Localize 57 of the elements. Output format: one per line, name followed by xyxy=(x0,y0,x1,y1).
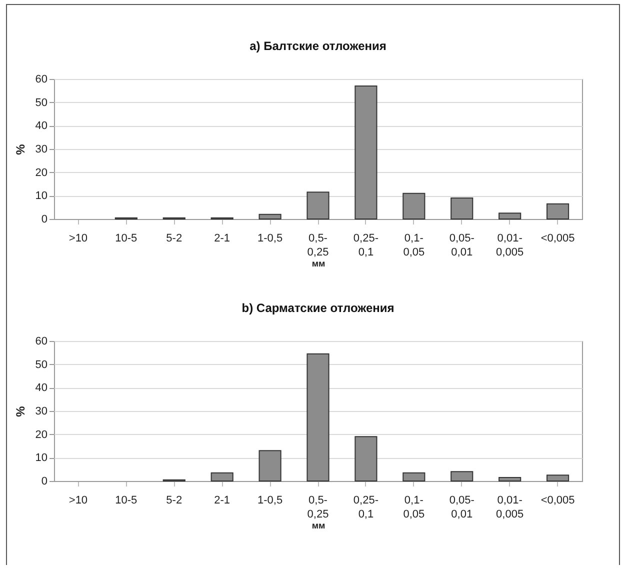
x-tick-label: 5-2 xyxy=(166,494,182,506)
x-tick-label: 0,01- 0,005 xyxy=(496,232,524,258)
x-tick-label: 1-0,5 xyxy=(258,232,283,244)
bar xyxy=(546,474,570,482)
bar xyxy=(258,450,282,482)
x-axis-title: мм xyxy=(312,258,326,268)
y-tick-label: 40 xyxy=(35,120,48,132)
x-tick-label: 0,5- 0,25 xyxy=(307,232,329,258)
y-tick-label: 20 xyxy=(35,428,48,441)
x-tick-label: 0,05- 0,01 xyxy=(449,494,475,520)
bar xyxy=(402,192,426,220)
x-tick-label: 10-5 xyxy=(115,494,138,506)
x-tick-label: 0,1- 0,05 xyxy=(403,232,425,258)
y-axis-title: % xyxy=(13,144,28,155)
y-tick-label: 0 xyxy=(41,476,48,488)
x-tick-label: 0,1- 0,05 xyxy=(403,494,425,520)
x-tick-label: 10-5 xyxy=(115,232,138,244)
bar xyxy=(306,192,330,220)
x-tick-label: 5-2 xyxy=(166,232,182,244)
bar xyxy=(498,477,522,482)
bar xyxy=(450,471,474,482)
bar xyxy=(402,472,426,482)
x-tick-label: <0,005 xyxy=(540,232,575,244)
x-tick-label: 0,5- 0,25 xyxy=(307,494,329,520)
y-tick-label: 50 xyxy=(35,358,48,371)
bar xyxy=(354,86,378,220)
bar xyxy=(258,214,282,220)
x-tick-label: 2-1 xyxy=(214,494,230,506)
y-tick-label: 60 xyxy=(35,336,48,348)
bar xyxy=(546,203,570,220)
bar xyxy=(498,212,522,220)
x-tick-label: >10 xyxy=(68,494,88,506)
bar xyxy=(306,353,330,482)
x-tick-label: 0,05- 0,01 xyxy=(449,232,475,258)
y-tick-label: 20 xyxy=(35,166,48,179)
y-tick-label: 10 xyxy=(35,452,48,464)
chart-title: b) Сарматские отложения xyxy=(242,301,394,315)
y-tick-label: 10 xyxy=(35,190,48,202)
y-tick-label: 30 xyxy=(35,406,48,418)
bar xyxy=(450,198,474,220)
y-tick-label: 50 xyxy=(35,96,48,109)
x-tick-label: 1-0,5 xyxy=(258,494,283,506)
x-axis-title: мм xyxy=(312,520,326,530)
x-tick-label: >10 xyxy=(68,232,88,244)
x-tick-label: 0,25- 0,1 xyxy=(353,232,379,258)
bar xyxy=(210,472,234,482)
y-tick-label: 40 xyxy=(35,382,48,394)
x-tick-label: 0,01- 0,005 xyxy=(496,494,524,520)
chart-title: a) Балтские отложения xyxy=(250,39,386,53)
y-axis-title: % xyxy=(13,406,28,417)
bar xyxy=(354,436,378,482)
y-tick-label: 60 xyxy=(35,74,48,86)
y-tick-label: 0 xyxy=(41,214,48,226)
x-tick-label: 0,25- 0,1 xyxy=(353,494,379,520)
x-tick-label: 2-1 xyxy=(214,232,230,244)
x-tick-label: <0,005 xyxy=(540,494,575,506)
y-tick-label: 30 xyxy=(35,144,48,156)
